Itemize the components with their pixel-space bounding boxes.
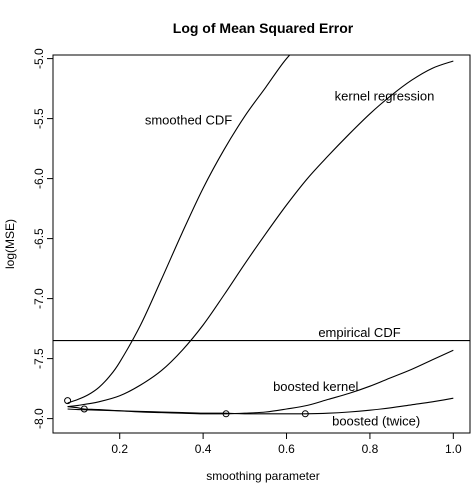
y-tick-label: -6.5 (32, 228, 46, 249)
annotation-boosted-kernel: boosted kernel (273, 379, 358, 394)
annotation-layer: smoothed CDF kernel regression empirical C… (145, 88, 435, 428)
y-tick-label: -5.5 (32, 108, 46, 129)
x-axis-label: smoothing parameter (206, 469, 319, 483)
annotation-kernel-regression: kernel regression (335, 88, 435, 103)
data-point-marker (80, 405, 88, 413)
x-axis: 0.2 0.4 0.6 0.8 1.0 (111, 432, 462, 456)
x-tick-label: 0.4 (195, 442, 212, 456)
y-axis-label: log(MSE) (3, 219, 17, 269)
annotation-boosted-twice: boosted (twice) (332, 414, 420, 429)
series-line-smoothed-cdf (67, 55, 291, 404)
series-layer (53, 55, 470, 415)
data-point-marker (301, 410, 309, 418)
x-tick-label: 1.0 (445, 442, 462, 456)
y-tick-label: -5.0 (32, 48, 46, 69)
series-line-kernel-regression (67, 60, 454, 408)
data-point-marker (64, 397, 72, 405)
y-axis: -5.0 -5.5 -6.0 -6.5 -7.0 -7.5 -8.0 (32, 48, 54, 429)
marker-layer (64, 397, 309, 418)
y-tick-label: -8.0 (32, 408, 46, 429)
data-point-marker (222, 410, 230, 418)
y-tick-label: -7.5 (32, 348, 46, 369)
x-tick-label: 0.6 (278, 442, 295, 456)
annotation-empirical-cdf: empirical CDF (318, 325, 400, 340)
annotation-smoothed-cdf: smoothed CDF (145, 112, 232, 127)
chart-title: Log of Mean Squared Error (173, 20, 354, 36)
plot-frame (52, 54, 471, 434)
y-tick-label: -6.0 (32, 168, 46, 189)
series-line-boosted-twice (67, 397, 454, 415)
x-tick-label: 0.8 (362, 442, 379, 456)
x-tick-label: 0.2 (111, 442, 128, 456)
y-tick-label: -7.0 (32, 288, 46, 309)
series-line-boosted-kernel (67, 349, 454, 415)
